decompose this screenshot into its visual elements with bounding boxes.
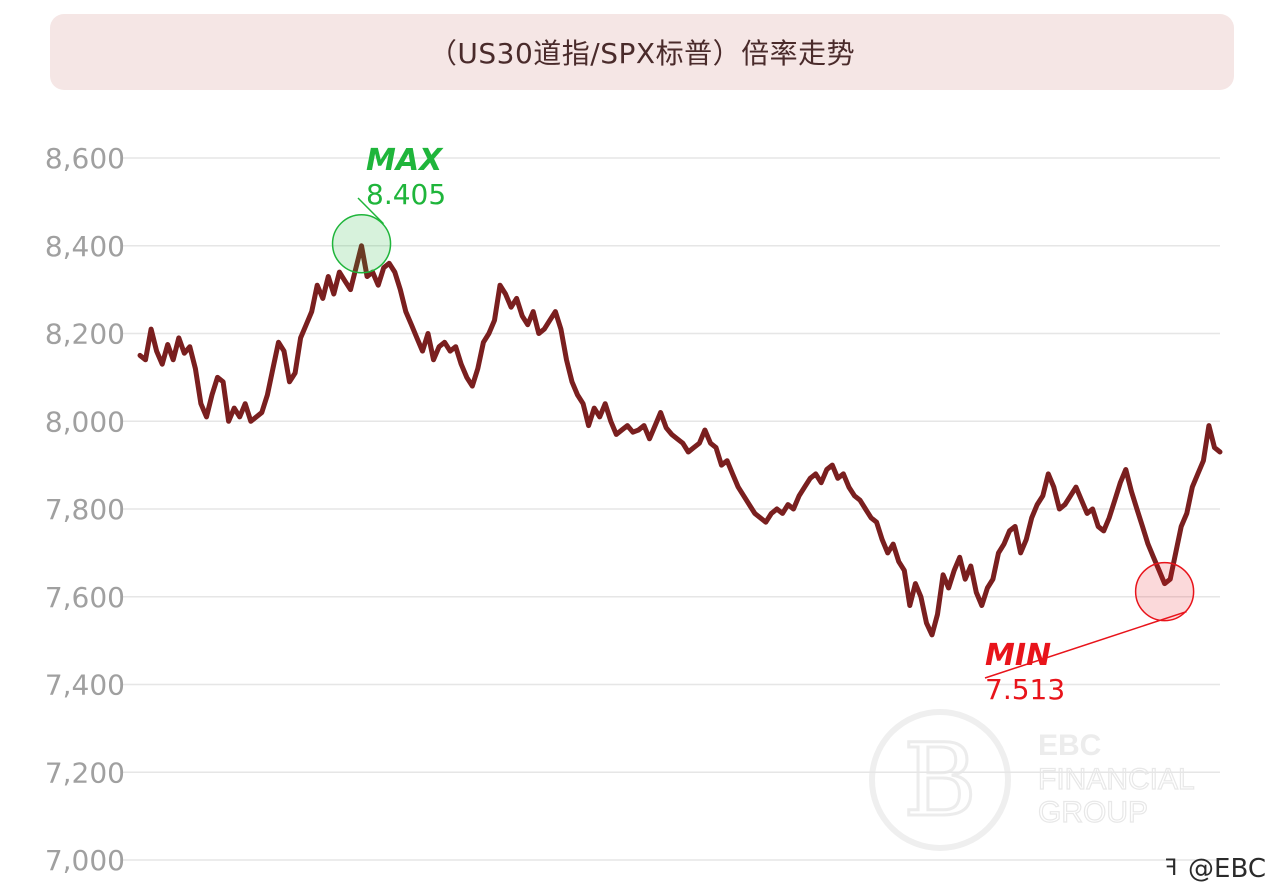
- y-tick-label: 7,600: [45, 581, 125, 614]
- watermark-logo-letter: B: [903, 722, 977, 839]
- max-leader-line: [357, 197, 385, 225]
- y-tick-label: 8,400: [45, 230, 125, 263]
- min-marker: [1134, 561, 1195, 622]
- watermark-logo-icon: [869, 709, 1011, 851]
- y-tick-label: 8,600: [45, 142, 125, 175]
- max-label: MAX: [366, 143, 444, 178]
- min-label: MIN: [985, 638, 1051, 673]
- watermark-line2: FINANCIAL: [1038, 763, 1195, 796]
- max-value: 8.405: [366, 178, 446, 211]
- series-line: [137, 243, 1223, 638]
- max-marker: [331, 214, 392, 274]
- y-tick-label: 8,200: [45, 318, 125, 351]
- min-leader-line: [984, 610, 1187, 679]
- title-banner: （US30道指/SPX标普）倍率走势: [50, 14, 1234, 90]
- y-tick-label: 7,200: [45, 756, 125, 789]
- y-tick-label: 7,000: [45, 844, 125, 877]
- min-value: 7.513: [985, 673, 1065, 706]
- watermark-line1: EBC: [1038, 729, 1101, 762]
- chart-title: （US30道指/SPX标普）倍率走势: [428, 37, 856, 70]
- social-tag: ꟻ @EBC: [1158, 854, 1266, 884]
- watermark-line3: GROUP: [1038, 796, 1148, 829]
- y-tick-label: 7,800: [45, 493, 125, 526]
- y-tick-label: 7,400: [45, 669, 125, 702]
- weibo-icon: ꟻ: [1164, 856, 1178, 881]
- social-handle: @EBC: [1188, 854, 1266, 884]
- y-tick-label: 8,000: [45, 405, 125, 438]
